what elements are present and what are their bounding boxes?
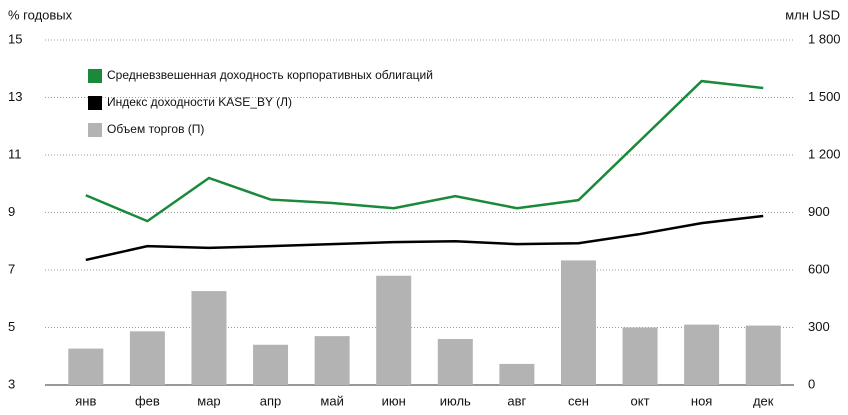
y2-tick-label: 300: [808, 319, 830, 334]
legend-swatch: [88, 96, 102, 110]
y-tick-label: 7: [8, 261, 15, 276]
bar: [437, 339, 473, 385]
legend-label: Средневзвешенная доходность корпоративны…: [107, 68, 433, 82]
bar: [499, 363, 535, 385]
bar: [745, 325, 781, 385]
y2-tick-label: 600: [808, 261, 830, 276]
line: [85, 79, 764, 223]
legend-swatch: [88, 123, 102, 137]
y2-tick-label: 1 800: [808, 31, 841, 46]
x-tick-label: янв: [75, 393, 96, 408]
x-tick-label: фев: [135, 393, 160, 408]
x-tick-label: сен: [568, 393, 589, 408]
bar: [560, 260, 596, 385]
bar: [314, 336, 350, 385]
bar: [622, 327, 658, 385]
y-tick-label: 15: [8, 31, 22, 46]
bar: [684, 324, 720, 385]
y-axis-label: % годовых: [8, 7, 73, 22]
y-tick-label: 9: [8, 204, 15, 219]
y2-tick-label: 900: [808, 204, 830, 219]
legend: Средневзвешенная доходность корпоративны…: [88, 68, 433, 137]
y2-tick-label: 0: [808, 376, 815, 391]
x-tick-label: ноя: [691, 393, 712, 408]
x-tick-label: июн: [382, 393, 406, 408]
bar: [68, 348, 104, 385]
y2-tick-label: 1 500: [808, 89, 841, 104]
legend-label: Объем торгов (П): [107, 122, 204, 136]
bar: [191, 291, 227, 385]
bar: [376, 275, 412, 385]
x-tick-label: май: [320, 393, 343, 408]
y-tick-label: 13: [8, 89, 22, 104]
x-tick-label: авг: [507, 393, 526, 408]
y2-axis-label: млн USD: [785, 7, 840, 22]
x-tick-label: дек: [753, 393, 774, 408]
y-tick-label: 3: [8, 376, 15, 391]
legend-label: Индекс доходности KASE_BY (Л): [107, 95, 292, 109]
x-tick-label: мар: [197, 393, 220, 408]
legend-swatch: [88, 69, 102, 83]
y-tick-label: 11: [8, 146, 22, 161]
line: [85, 214, 764, 262]
bar: [129, 331, 165, 385]
x-tick-label: апр: [260, 393, 282, 408]
bar: [253, 344, 289, 385]
y-tick-label: 5: [8, 319, 15, 334]
x-tick-label: окт: [631, 393, 650, 408]
y2-tick-label: 1 200: [808, 146, 841, 161]
x-tick-label: июль: [440, 393, 471, 408]
